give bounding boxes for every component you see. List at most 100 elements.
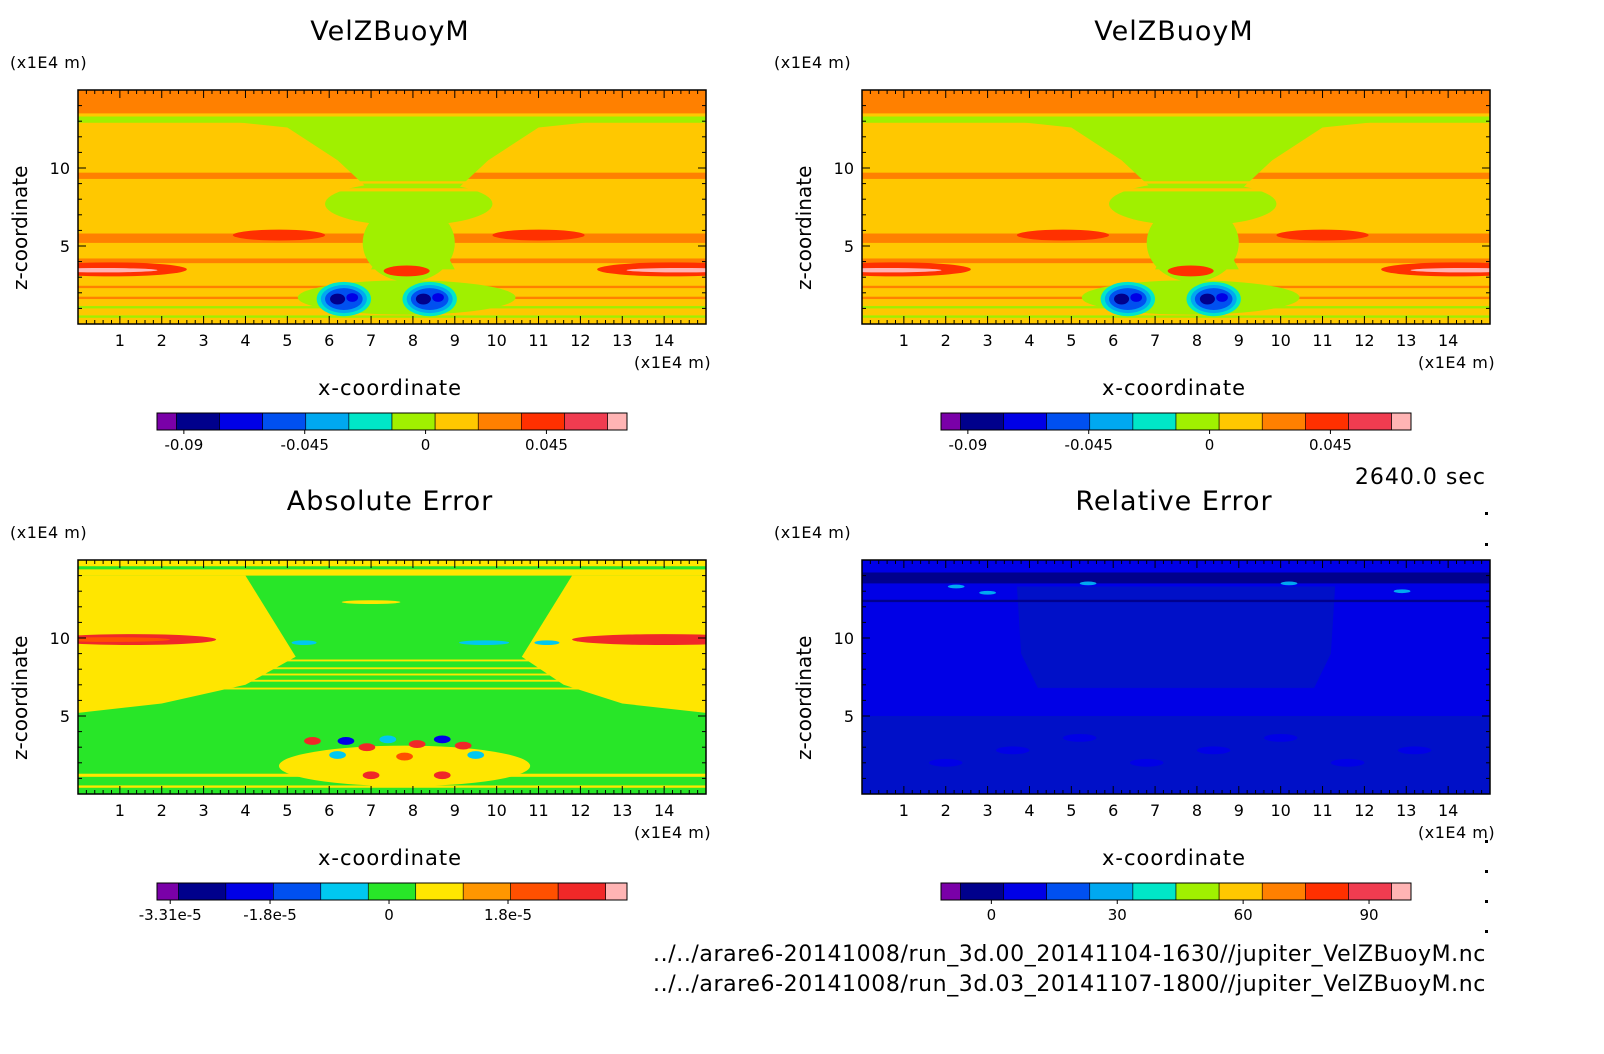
x-tick-label: 13 — [612, 801, 632, 820]
error-spot — [433, 735, 451, 744]
x-tick-label: 5 — [282, 331, 292, 350]
x-tick-label: 11 — [1312, 331, 1332, 350]
y-tick-label: 10 — [834, 629, 854, 648]
y-tick-label: 10 — [834, 159, 854, 178]
colorbar-swatch — [477, 412, 522, 431]
rel-patch — [1196, 746, 1231, 755]
colorbar-swatch — [1132, 882, 1177, 901]
x-tick-label: 6 — [324, 801, 334, 820]
colorbar-tick-label: -0.045 — [1065, 436, 1113, 454]
rel-region-right — [1314, 575, 1490, 715]
rel-spot — [947, 584, 965, 589]
colorbar-swatch — [1003, 412, 1047, 431]
colorbar-tick-label: 0 — [987, 906, 997, 924]
colorbar-swatch — [391, 412, 436, 431]
contour-band — [78, 90, 706, 114]
z-unit-label: (x1E4 m) — [10, 523, 88, 542]
colorbar-swatch — [320, 882, 369, 901]
colorbar-tick-label: -1.8e-5 — [243, 906, 296, 924]
colorbar-tick-label: 90 — [1359, 906, 1378, 924]
colorbar-swatch — [305, 412, 350, 431]
colorbar-tick-label: -0.09 — [164, 436, 203, 454]
colorbar-swatch — [1046, 882, 1091, 901]
contour-line — [78, 673, 706, 676]
error-spot — [337, 737, 355, 745]
colorbar-swatch — [1391, 412, 1412, 431]
x-tick-label: 2 — [941, 331, 951, 350]
error-lens — [458, 640, 510, 646]
x-tick-label: 6 — [1108, 801, 1118, 820]
plot-frame — [77, 559, 707, 795]
y-tick-label: 10 — [50, 159, 70, 178]
error-spot — [329, 751, 346, 759]
panel-title: Relative Error — [1075, 486, 1273, 517]
y-tick-label: 5 — [844, 707, 854, 726]
colorbar-swatch — [434, 412, 479, 431]
colorbar-swatch — [607, 412, 628, 431]
rel-spot — [1079, 581, 1097, 586]
rel-spot — [1393, 589, 1411, 594]
x-tick-label: 14 — [654, 801, 674, 820]
plot-area — [862, 90, 1490, 324]
x-axis-label: x-coordinate — [317, 846, 462, 870]
colorbar-swatch — [262, 412, 307, 431]
colorbar-swatch — [940, 412, 961, 431]
x-tick-label: 14 — [654, 331, 674, 350]
colorbar-swatch — [605, 882, 628, 901]
colorbar-swatch — [1132, 412, 1177, 431]
colorbar-tick-label: 0.045 — [525, 436, 568, 454]
rel-patch — [1062, 733, 1097, 742]
colorbar-tick-label: 0 — [421, 436, 431, 454]
colorbar-swatch — [225, 882, 274, 901]
colorbar-swatch — [1261, 412, 1306, 431]
colorbar-tick-label: 0.045 — [1309, 436, 1352, 454]
x-tick-label: 5 — [1066, 801, 1076, 820]
x-tick-label: 3 — [983, 801, 993, 820]
rel-region-left — [862, 575, 1038, 715]
x-tick-label: 8 — [1192, 331, 1202, 350]
error-spot — [467, 751, 485, 759]
error-spot — [408, 740, 426, 748]
colorbar-swatch — [960, 882, 1004, 901]
x-tick-label: 10 — [1270, 331, 1290, 350]
marker-dot — [1485, 512, 1488, 515]
plume-stem — [362, 203, 455, 282]
positive-core — [626, 267, 706, 273]
colorbar-swatch — [415, 882, 464, 901]
x-unit-label: (x1E4 m) — [1418, 353, 1496, 372]
source-file-1: ../../arare6-20141008/run_3d.00_20141104… — [653, 942, 1486, 967]
error-spot — [379, 735, 397, 744]
x-tick-label: 11 — [528, 331, 548, 350]
center-lens — [383, 265, 430, 277]
colorbar-frame — [940, 882, 1412, 901]
positive-core — [1410, 267, 1490, 273]
x-tick-label: 14 — [1438, 801, 1458, 820]
colorbar-swatch — [557, 882, 606, 901]
plume-head — [325, 182, 493, 226]
panel-title: VelZBuoyM — [310, 16, 470, 47]
colorbar-swatch — [1089, 412, 1134, 431]
time-stamp: 2640.0 sec — [1354, 465, 1486, 490]
x-tick-label: 4 — [240, 801, 250, 820]
positive-core — [78, 267, 158, 273]
colorbar-frame — [156, 882, 628, 901]
error-region-left — [78, 575, 296, 713]
colorbar-tick-label: 1.8e-5 — [484, 906, 532, 924]
colorbar-tick-label: -0.045 — [281, 436, 329, 454]
colorbar-swatch — [960, 412, 1004, 431]
contour-band — [862, 90, 1490, 114]
colorbar-frame — [940, 412, 1412, 431]
colorbar-swatch — [462, 882, 511, 901]
contour-line — [78, 181, 706, 184]
colorbar-swatch — [348, 412, 393, 431]
x-tick-label: 5 — [1066, 331, 1076, 350]
vortex-core — [415, 293, 431, 305]
error-spot — [396, 752, 413, 761]
colorbar-swatch — [156, 882, 179, 901]
contour-line — [78, 667, 706, 670]
x-tick-label: 3 — [983, 331, 993, 350]
x-tick-label: 12 — [570, 331, 590, 350]
error-core — [78, 637, 171, 642]
contour-line — [862, 188, 1490, 192]
